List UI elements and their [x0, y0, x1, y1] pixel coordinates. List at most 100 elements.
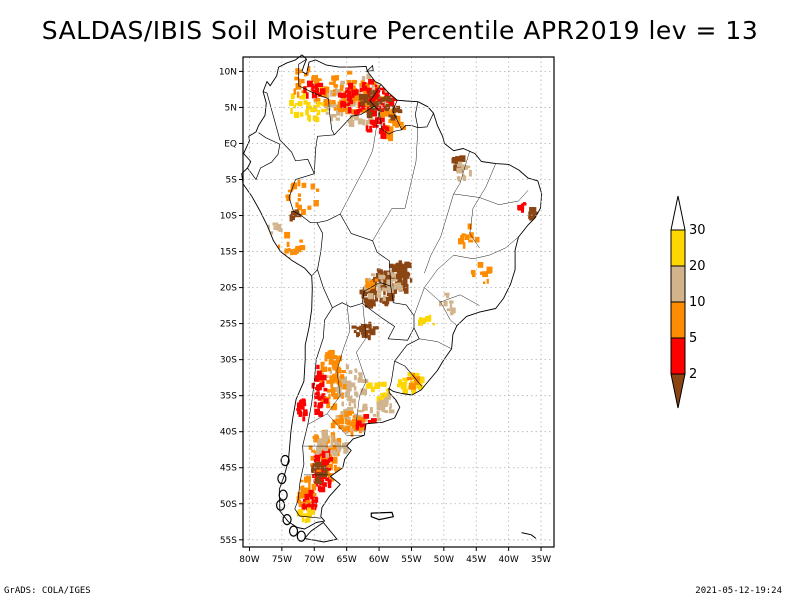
percentile-cell: [295, 83, 302, 90]
percentile-cell: [444, 292, 450, 296]
percentile-cell: [306, 102, 311, 106]
percentile-cell: [315, 188, 320, 192]
percentile-cell: [466, 165, 471, 169]
percentile-cell: [306, 475, 312, 482]
percentile-cell: [388, 118, 394, 124]
percentile-cell: [486, 266, 493, 273]
percentile-cell: [532, 210, 536, 217]
percentile-cell: [299, 239, 303, 243]
percentile-cell: [337, 446, 341, 453]
percentile-cell: [461, 233, 466, 237]
percentile-cell: [375, 101, 379, 108]
percentile-cell: [358, 374, 363, 379]
percentile-cell: [288, 248, 291, 253]
percentile-cell: [325, 435, 330, 439]
percentile-cell: [315, 468, 319, 472]
percentile-cell: [303, 100, 308, 105]
percentile-cell: [291, 182, 298, 190]
lat-tick-label: 30S: [220, 356, 237, 366]
percentile-cell: [354, 375, 357, 381]
percentile-cell: [468, 239, 474, 243]
lat-tick-label: 15S: [220, 248, 237, 258]
percentile-cell: [278, 228, 283, 232]
percentile-cell: [297, 204, 302, 211]
lat-tick-label: 5N: [225, 103, 237, 113]
percentile-cell: [310, 493, 313, 500]
percentile-cell: [336, 438, 342, 442]
percentile-cell: [395, 105, 400, 113]
percentile-cell: [355, 422, 361, 427]
percentile-cell: [374, 93, 380, 100]
percentile-cell: [367, 382, 373, 388]
percentile-cell: [363, 414, 370, 419]
archipelago-fragment: [282, 514, 292, 526]
lon-tick-label: 50W: [434, 555, 454, 565]
percentile-cell: [366, 89, 371, 94]
percentile-cell: [361, 323, 366, 330]
percentile-cell: [345, 364, 350, 370]
percentile-cell: [300, 489, 307, 495]
percentile-cell: [322, 381, 325, 388]
percentile-cell: [296, 91, 300, 98]
percentile-cell: [483, 271, 487, 276]
percentile-cell: [272, 222, 279, 226]
percentile-cell: [294, 76, 299, 81]
percentile-cell: [443, 300, 448, 307]
percentile-cell: [350, 102, 356, 107]
percentile-cell: [329, 370, 333, 374]
percentile-cell: [306, 503, 312, 511]
percentile-cell: [338, 424, 344, 430]
percentile-cell: [268, 239, 274, 246]
percentile-cell: [354, 89, 359, 92]
percentile-cell: [377, 97, 382, 104]
percentile-cell: [391, 272, 396, 278]
percentile-cell: [304, 493, 310, 501]
percentile-cell: [358, 427, 363, 434]
percentile-cell: [320, 395, 324, 400]
percentile-cell: [306, 92, 309, 99]
percentile-cell: [390, 278, 397, 282]
percentile-cell: [388, 294, 395, 302]
percentile-cell: [301, 209, 306, 215]
percentile-cell: [368, 324, 372, 330]
percentile-cell: [366, 73, 371, 80]
percentile-cell: [381, 97, 386, 102]
tierra-del-fuego-coast: [303, 521, 338, 543]
percentile-cell: [312, 496, 318, 500]
percentile-cell: [328, 456, 333, 462]
percentile-cell: [318, 92, 322, 97]
lon-tick-label: 45W: [466, 555, 486, 565]
percentile-cell: [341, 442, 346, 449]
percentile-cell: [416, 379, 423, 386]
percentile-cell: [300, 112, 304, 117]
percentile-cell: [301, 94, 306, 100]
percentile-cell: [293, 88, 297, 95]
percentile-cell: [295, 245, 302, 253]
percentile-cell: [418, 319, 423, 326]
lat-tick-label: 10S: [220, 212, 237, 222]
percentile-cell: [295, 211, 300, 217]
percentile-cell: [318, 411, 322, 416]
percentile-cell: [341, 380, 346, 385]
percentile-cell: [310, 183, 316, 190]
percentile-cell: [297, 410, 302, 415]
percentile-cell: [353, 329, 357, 334]
legend-label: 2: [689, 367, 697, 382]
percentile-cell: [363, 97, 369, 104]
percentile-cell: [337, 366, 341, 371]
state-border: [424, 150, 471, 274]
percentile-cell: [345, 425, 351, 433]
percentile-cell: [377, 289, 381, 293]
percentile-cell: [343, 97, 347, 104]
percentile-cell: [320, 364, 324, 372]
lat-tick-label: 5S: [226, 176, 238, 186]
percentile-cell: [351, 325, 357, 329]
percentile-cell: [311, 382, 315, 389]
percentile-cell: [468, 169, 472, 177]
percentile-cell: [289, 217, 293, 221]
percentile-cell: [408, 382, 413, 390]
percentile-cell: [330, 115, 334, 122]
percentile-cell: [354, 98, 360, 102]
map-gridlines: [243, 57, 554, 547]
lon-tick-label: 75W: [272, 555, 292, 565]
